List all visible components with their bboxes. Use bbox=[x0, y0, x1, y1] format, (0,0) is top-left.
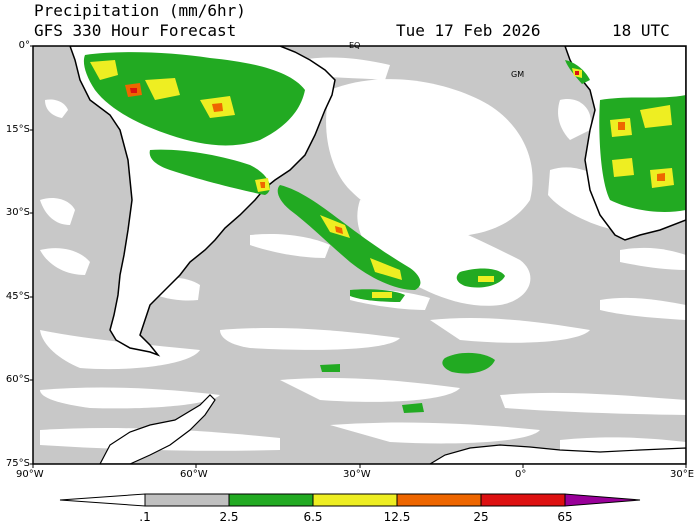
valid-time: 18 UTC bbox=[612, 21, 670, 40]
model-label: GFS 330 Hour Forecast bbox=[34, 21, 237, 40]
colorbar-label-2: 6.5 bbox=[303, 510, 323, 524]
colorbar-segment-4 bbox=[396, 493, 482, 507]
colorbar-segment-3 bbox=[312, 493, 398, 507]
lon-label-90w: 90°W bbox=[16, 469, 44, 480]
lon-label-0: 0° bbox=[515, 469, 527, 480]
lat-label-45s: 45°S bbox=[5, 291, 30, 302]
precip-frontal-band bbox=[277, 185, 505, 413]
lat-label-0: 0° bbox=[18, 40, 30, 51]
lat-ticks bbox=[30, 45, 33, 465]
lat-label-60s: 60°S bbox=[5, 374, 30, 385]
colorbar-segment-0 bbox=[59, 493, 146, 507]
equator-label: EQ bbox=[349, 41, 361, 50]
lon-ticks bbox=[32, 464, 687, 468]
precip-africa bbox=[565, 60, 686, 212]
precip-south-america bbox=[83, 52, 305, 195]
colorbar-segment-5 bbox=[480, 493, 566, 507]
colorbar-segment-1 bbox=[144, 493, 230, 507]
lat-label-15s: 15°S bbox=[5, 124, 30, 135]
antarctica-coast bbox=[99, 394, 686, 464]
greenwich-label: GM bbox=[511, 70, 525, 79]
colorbar-label-5: 65 bbox=[557, 510, 573, 524]
lon-label-60w: 60°W bbox=[180, 469, 208, 480]
valid-date: Tue 17 Feb 2026 bbox=[396, 21, 541, 40]
colorbar-label-4: 25 bbox=[473, 510, 489, 524]
colorbar-label-1: 2.5 bbox=[219, 510, 239, 524]
lon-label-30w: 30°W bbox=[343, 469, 371, 480]
colorbar-label-3: 12.5 bbox=[383, 510, 411, 524]
colorbar-segment-2 bbox=[228, 493, 314, 507]
colorbar bbox=[59, 493, 641, 507]
lon-label-30e: 30°E bbox=[670, 469, 695, 480]
colorbar-segment-6 bbox=[564, 493, 641, 507]
chart-title: Precipitation (mm/6hr) bbox=[34, 1, 246, 20]
lat-label-30s: 30°S bbox=[5, 207, 30, 218]
colorbar-label-0: .1 bbox=[139, 510, 151, 524]
lat-label-75s: 75°S bbox=[5, 458, 30, 469]
